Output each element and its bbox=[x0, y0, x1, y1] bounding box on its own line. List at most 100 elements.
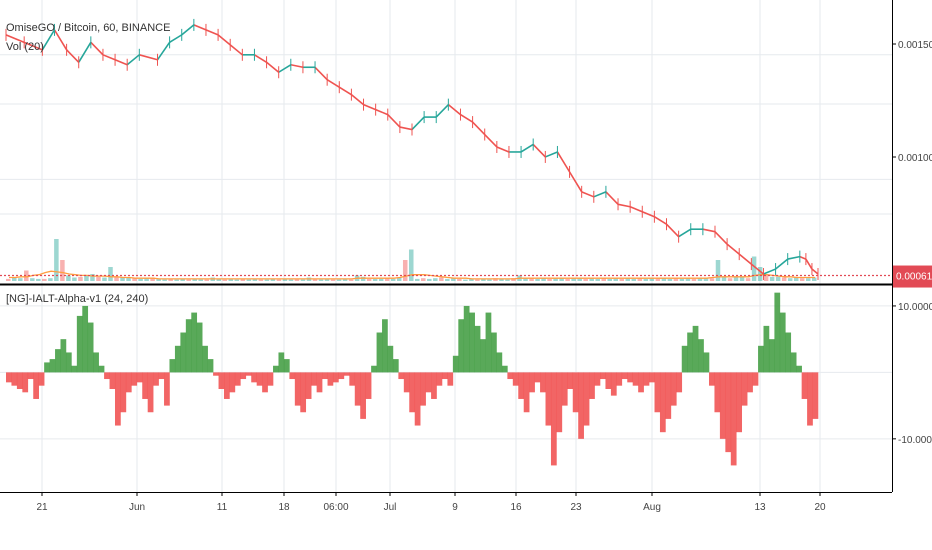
indicator-bar-positive bbox=[491, 332, 497, 373]
volume-bar bbox=[733, 276, 739, 281]
indicator-bar-negative bbox=[147, 372, 154, 413]
volume-bar bbox=[619, 278, 625, 281]
indicator-bar-negative bbox=[665, 372, 672, 419]
indicator-bar-negative bbox=[518, 372, 525, 399]
price-segment bbox=[447, 104, 461, 116]
price-segment bbox=[568, 171, 583, 193]
volume-bar bbox=[156, 278, 161, 281]
volume-bar bbox=[66, 275, 71, 281]
volume-bar bbox=[661, 278, 667, 281]
indicator-bar-negative bbox=[300, 372, 307, 413]
price-segment bbox=[326, 79, 340, 88]
volume-bar bbox=[252, 278, 258, 281]
volume-bar bbox=[204, 279, 210, 281]
time-axis-label: 20 bbox=[814, 502, 826, 513]
indicator-axis-label: 10.0000 bbox=[898, 302, 932, 313]
indicator-bar-negative bbox=[332, 372, 339, 383]
price-segment bbox=[387, 114, 401, 128]
indicator-bar-negative bbox=[11, 372, 18, 386]
indicator-bar-negative bbox=[556, 372, 563, 433]
volume-bar bbox=[571, 277, 576, 281]
indicator-bar-negative bbox=[605, 372, 612, 389]
indicator-bar-negative bbox=[398, 372, 405, 380]
price-segment bbox=[278, 64, 292, 73]
volume-bar bbox=[667, 278, 673, 281]
volume-bar bbox=[793, 277, 799, 281]
indicator-bar-positive bbox=[49, 359, 56, 373]
indicator-bar-positive bbox=[681, 345, 688, 373]
last-price-label: 0.000614 bbox=[896, 272, 932, 283]
indicator-bar-negative bbox=[512, 372, 519, 386]
volume-bar bbox=[775, 276, 781, 281]
indicator-bar-positive bbox=[196, 322, 203, 373]
volume-bar bbox=[90, 274, 95, 281]
price-segment bbox=[460, 113, 474, 123]
indicator-bar-positive bbox=[392, 359, 399, 373]
indicator-bar-positive bbox=[790, 352, 797, 373]
volume-bar bbox=[42, 278, 47, 281]
indicator-bar-positive bbox=[55, 349, 61, 373]
volume-bar bbox=[30, 278, 35, 281]
indicator-bar-negative bbox=[142, 372, 148, 399]
volume-bar bbox=[198, 279, 203, 281]
indicator-bar-negative bbox=[589, 372, 595, 399]
volume-bar bbox=[703, 277, 709, 281]
price-segment bbox=[750, 263, 764, 275]
indicator-bar-negative bbox=[256, 372, 263, 386]
volume-bar bbox=[336, 279, 342, 281]
indicator-bar-negative bbox=[676, 372, 683, 393]
time-axis-label: 9 bbox=[452, 502, 458, 513]
volume-bar bbox=[451, 278, 456, 281]
price-segment bbox=[53, 29, 68, 51]
indicator-bar-negative bbox=[545, 372, 552, 426]
indicator-bar-negative bbox=[322, 372, 328, 380]
volume-bar bbox=[739, 277, 745, 281]
price-segment bbox=[217, 34, 231, 46]
indicator-bar-negative bbox=[16, 372, 23, 389]
volume-bar bbox=[697, 278, 703, 281]
volume-bar bbox=[541, 278, 546, 281]
indicator-bar-positive bbox=[463, 305, 470, 373]
volume-bar bbox=[390, 278, 396, 281]
indicator-bar-positive bbox=[93, 352, 99, 373]
price-segment bbox=[41, 29, 56, 51]
indicator-bar-positive bbox=[458, 319, 465, 373]
indicator-bar-negative bbox=[120, 372, 127, 413]
indicator-bar-positive bbox=[758, 345, 764, 373]
volume-bar bbox=[799, 278, 805, 281]
indicator-bar-negative bbox=[153, 372, 159, 386]
price-segment bbox=[169, 34, 183, 44]
indicator-bar-negative bbox=[567, 372, 574, 389]
indicator-bar-negative bbox=[223, 372, 230, 399]
volume-bar bbox=[114, 276, 119, 281]
indicator-bar-positive bbox=[60, 339, 67, 373]
volume-bar bbox=[234, 279, 240, 281]
indicator-histogram bbox=[6, 292, 819, 466]
indicator-bar-negative bbox=[736, 372, 743, 433]
volume-bar bbox=[691, 278, 697, 281]
indicator-bar-negative bbox=[213, 372, 219, 376]
volume-bar bbox=[577, 278, 582, 281]
indicator-bar-negative bbox=[649, 372, 655, 383]
volume-bar bbox=[276, 279, 282, 281]
price-segment bbox=[229, 44, 243, 56]
indicator-bar-positive bbox=[785, 332, 792, 373]
indicator-bar-negative bbox=[709, 372, 715, 386]
volume-bar bbox=[649, 278, 655, 281]
volume-bar bbox=[433, 278, 438, 281]
volume-bar bbox=[6, 278, 11, 281]
indicator-bar-negative bbox=[365, 372, 372, 399]
indicator-bar-negative bbox=[251, 372, 257, 383]
volume-bar bbox=[673, 278, 679, 281]
volume-bar bbox=[547, 278, 552, 281]
volume-bar bbox=[745, 278, 751, 281]
volume-bar bbox=[342, 278, 348, 281]
time-axis-label: Jun bbox=[129, 502, 145, 513]
indicator-bar-negative bbox=[670, 372, 677, 406]
volume-bar bbox=[565, 278, 570, 281]
indicator-bar-positive bbox=[703, 352, 710, 373]
indicator-bar-negative bbox=[327, 372, 334, 386]
indicator-bar-positive bbox=[774, 292, 781, 373]
volume-bar bbox=[222, 279, 228, 281]
